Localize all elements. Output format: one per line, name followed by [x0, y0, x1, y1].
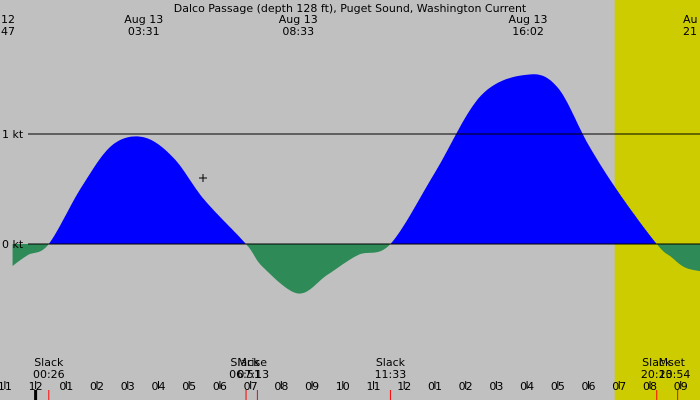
- ebb-area: [12, 244, 700, 294]
- event-label: Slack: [642, 356, 672, 369]
- hour-tick-label: 06: [582, 380, 596, 393]
- hour-tick-label: 04: [520, 380, 534, 393]
- event-label: Slack: [34, 356, 64, 369]
- event-label: Mset: [659, 356, 686, 369]
- event-time: 11:33: [375, 368, 407, 381]
- midnight-marker: [34, 390, 38, 400]
- event-time: 20:54: [659, 368, 691, 381]
- hour-tick-label: 09: [674, 380, 688, 393]
- hour-tick-label: 07: [612, 380, 626, 393]
- y-tick-label: 1 kt: [2, 128, 24, 141]
- hour-tick-label: 12: [397, 380, 411, 393]
- clipped-time-label: 47: [1, 25, 15, 38]
- event-label: Slack: [230, 356, 260, 369]
- hour-tick-label: 12: [29, 380, 43, 393]
- event-time: 00:26: [33, 368, 65, 381]
- hour-tick-label: 04: [151, 380, 165, 393]
- hour-tick-label: 07: [244, 380, 258, 393]
- chart-title: Dalco Passage (depth 128 ft), Puget Soun…: [174, 2, 527, 15]
- hour-tick-label: 08: [643, 380, 657, 393]
- event-time: 20:13: [641, 368, 673, 381]
- hour-tick-label: 02: [459, 380, 473, 393]
- flood-area: [12, 74, 700, 244]
- clipped-day-label: Au: [683, 13, 698, 26]
- peak-time-label: 08:33: [282, 25, 314, 38]
- event-label: Slack: [376, 356, 406, 369]
- clipped-time-label: 21: [683, 25, 697, 38]
- hour-tick-label: 08: [274, 380, 288, 393]
- hour-tick-label: 06: [213, 380, 227, 393]
- hour-tick-label: 11: [367, 380, 381, 393]
- hour-tick-label: 01: [428, 380, 442, 393]
- hour-tick-label: 09: [305, 380, 319, 393]
- hour-tick-label: 05: [551, 380, 565, 393]
- hour-tick-label: 11: [0, 380, 12, 393]
- hour-tick-label: 03: [489, 380, 503, 393]
- peak-time-label: 03:31: [128, 25, 160, 38]
- hour-tick-label: 10: [336, 380, 350, 393]
- y-tick-label: 0 kt: [2, 238, 24, 251]
- event-label: Mrise: [237, 356, 267, 369]
- hour-tick-label: 02: [90, 380, 104, 393]
- peak-day-label: Aug 13: [279, 13, 318, 26]
- daylight-band: [614, 0, 700, 400]
- hour-tick-label: 05: [182, 380, 196, 393]
- peak-day-label: Aug 13: [124, 13, 163, 26]
- event-time: 06:51: [229, 368, 261, 381]
- peak-day-label: Aug 13: [509, 13, 548, 26]
- peak-time-label: 16:02: [512, 25, 544, 38]
- clipped-day-label: 12: [1, 13, 15, 26]
- hour-tick-label: 01: [59, 380, 73, 393]
- hour-tick-label: 03: [121, 380, 135, 393]
- event-time: 07:13: [237, 368, 269, 381]
